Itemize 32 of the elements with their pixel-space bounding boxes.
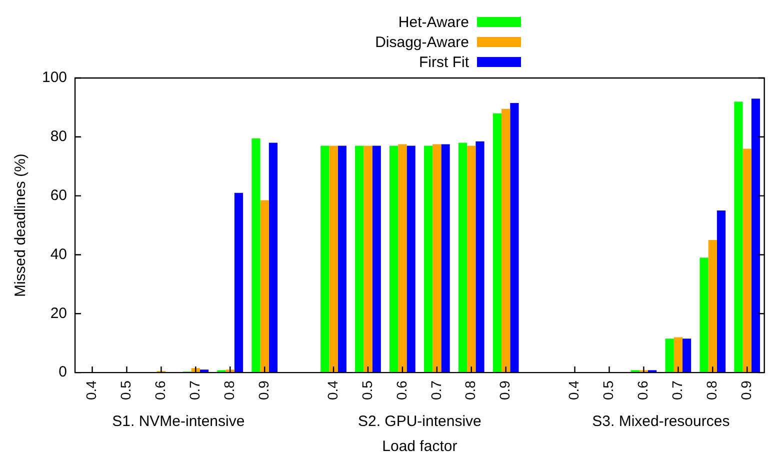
y-tick-label: 20 (50, 304, 68, 322)
x-tick-label: 0.9 (255, 380, 272, 400)
x-tick-label: 0.5 (358, 380, 375, 400)
x-tick-label: 0.6 (152, 380, 168, 400)
y-axis-title: Missed deadlines (%) (12, 154, 30, 297)
y-tick-label: 60 (50, 186, 68, 204)
x-tick-label: 0.6 (393, 380, 410, 400)
x-tick-label: 0.9 (738, 380, 754, 400)
legend-label: Het-Aware (397, 14, 469, 30)
x-tick-label: 0.8 (220, 380, 237, 400)
x-tick-label: 0.4 (566, 380, 582, 400)
x-tick-label: 0.5 (600, 380, 616, 400)
x-tick-label: 0.7 (186, 380, 203, 400)
x-tick-label: 0.8 (462, 380, 478, 400)
text: S1. NVMe-intensive (112, 413, 245, 430)
x-tick-label: 0.6 (634, 380, 651, 400)
x-tick-label: 0.7 (428, 380, 444, 400)
y-tick-label: 100 (42, 69, 68, 86)
x-tick-label: 0.4 (83, 380, 100, 400)
y-tick-label: 40 (50, 246, 68, 263)
x-tick-label: 0.8 (703, 380, 720, 400)
legend-label: Disagg-Aware (374, 34, 469, 50)
text: S2. GPU-intensive (358, 413, 482, 430)
x-axis-title: Load factor (382, 438, 458, 456)
x-tick-label: 0.4 (324, 380, 340, 400)
x-tick-label: 0.5 (118, 380, 134, 400)
y-tick-label: 80 (50, 128, 68, 146)
y-tick-label: 0 (58, 364, 68, 381)
x-tick-label: 0.7 (669, 380, 686, 400)
text: S3. Mixed-resources (592, 413, 730, 430)
x-tick-label: 0.9 (496, 380, 513, 400)
legend-label: First Fit (418, 54, 469, 70)
